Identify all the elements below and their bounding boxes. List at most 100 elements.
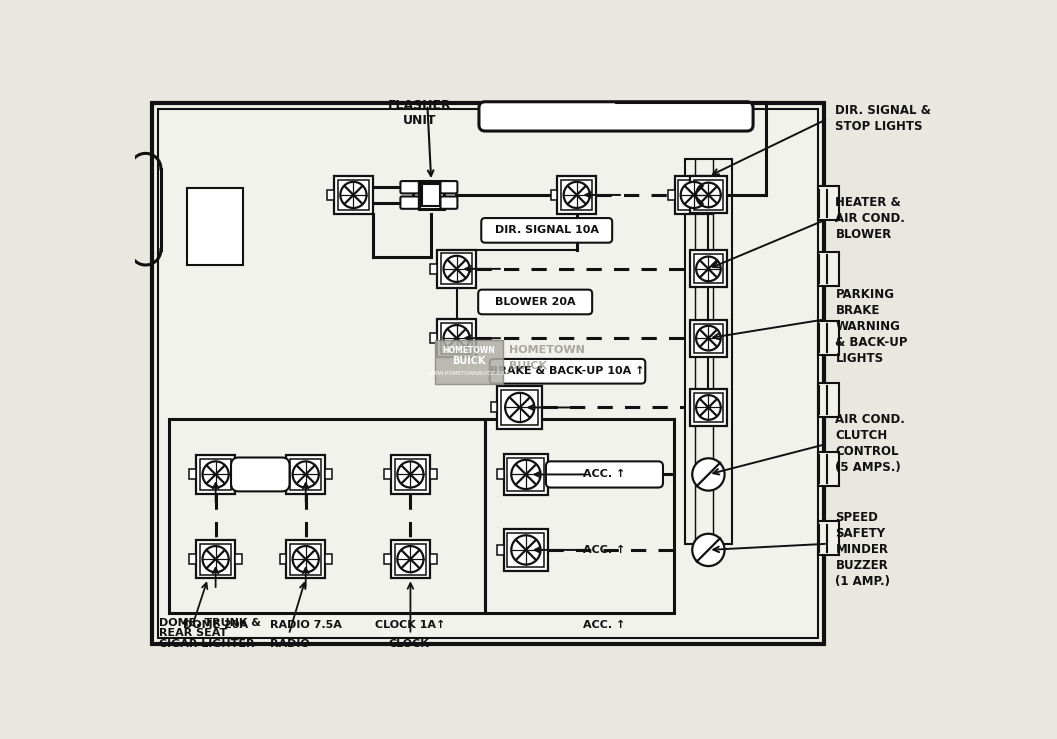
Circle shape bbox=[293, 546, 319, 572]
Bar bbox=[200, 544, 231, 574]
Bar bbox=[324, 554, 332, 564]
Bar bbox=[395, 544, 426, 574]
Bar bbox=[818, 186, 839, 220]
Bar bbox=[693, 180, 723, 210]
Text: BUICK: BUICK bbox=[452, 356, 486, 367]
Bar bbox=[438, 250, 476, 288]
FancyBboxPatch shape bbox=[441, 181, 458, 194]
Bar bbox=[197, 455, 235, 494]
Bar bbox=[419, 181, 444, 209]
Circle shape bbox=[397, 546, 424, 572]
Bar bbox=[385, 469, 391, 480]
Circle shape bbox=[697, 326, 721, 350]
Circle shape bbox=[203, 546, 228, 572]
Bar bbox=[334, 176, 373, 214]
Text: RADIO 7.5A: RADIO 7.5A bbox=[270, 620, 341, 630]
FancyBboxPatch shape bbox=[441, 197, 458, 209]
Bar bbox=[189, 469, 197, 480]
Text: ACC. ↑: ACC. ↑ bbox=[583, 620, 626, 630]
FancyBboxPatch shape bbox=[401, 181, 419, 194]
Bar bbox=[385, 554, 391, 564]
Bar bbox=[490, 403, 498, 412]
Bar bbox=[169, 419, 485, 613]
Circle shape bbox=[293, 461, 319, 488]
Bar bbox=[690, 320, 727, 357]
Bar bbox=[551, 190, 557, 200]
Bar bbox=[279, 469, 286, 480]
Bar bbox=[338, 180, 369, 211]
Bar bbox=[507, 533, 544, 567]
Text: DOME 20A: DOME 20A bbox=[183, 620, 248, 630]
Text: CLOCK: CLOCK bbox=[389, 639, 429, 650]
Circle shape bbox=[505, 393, 535, 422]
Bar bbox=[430, 554, 437, 564]
FancyBboxPatch shape bbox=[546, 461, 663, 488]
FancyBboxPatch shape bbox=[489, 359, 645, 384]
Bar bbox=[501, 389, 538, 425]
Bar bbox=[818, 383, 839, 417]
Text: RADIO: RADIO bbox=[270, 639, 310, 650]
Bar bbox=[235, 554, 242, 564]
Circle shape bbox=[203, 461, 228, 488]
Circle shape bbox=[444, 325, 469, 351]
Bar bbox=[485, 419, 673, 613]
Bar bbox=[561, 180, 592, 211]
Bar bbox=[497, 545, 503, 555]
Bar bbox=[435, 340, 503, 384]
Text: CIGAR LIGHTER: CIGAR LIGHTER bbox=[160, 639, 255, 650]
Bar bbox=[286, 455, 324, 494]
Bar bbox=[286, 540, 324, 579]
Bar bbox=[200, 459, 231, 490]
Circle shape bbox=[697, 256, 721, 281]
FancyBboxPatch shape bbox=[478, 290, 592, 314]
Bar bbox=[430, 333, 438, 343]
FancyBboxPatch shape bbox=[401, 197, 419, 209]
Bar bbox=[235, 469, 242, 480]
Bar bbox=[674, 176, 713, 214]
Bar bbox=[690, 251, 727, 287]
FancyBboxPatch shape bbox=[479, 102, 753, 131]
Bar bbox=[391, 455, 430, 494]
Bar bbox=[187, 188, 242, 265]
Text: HOMETOWN: HOMETOWN bbox=[443, 346, 496, 355]
Bar bbox=[438, 319, 476, 358]
Circle shape bbox=[444, 256, 469, 282]
Bar bbox=[328, 190, 334, 200]
Bar bbox=[685, 159, 731, 544]
Bar bbox=[679, 180, 709, 211]
Bar bbox=[668, 190, 674, 200]
Circle shape bbox=[697, 183, 721, 207]
Bar bbox=[157, 109, 818, 638]
Text: CLOCK 1A↑: CLOCK 1A↑ bbox=[375, 620, 446, 630]
Bar bbox=[497, 469, 503, 480]
Bar bbox=[391, 540, 430, 579]
Bar bbox=[693, 324, 723, 353]
Circle shape bbox=[697, 395, 721, 420]
Text: FLASHER
UNIT: FLASHER UNIT bbox=[388, 99, 451, 126]
Bar bbox=[279, 554, 286, 564]
Bar bbox=[441, 253, 472, 285]
Bar bbox=[690, 177, 727, 214]
Circle shape bbox=[512, 535, 540, 565]
Text: SPEED
SAFETY
MINDER
BUZZER
(1 AMP.): SPEED SAFETY MINDER BUZZER (1 AMP.) bbox=[835, 511, 890, 588]
Text: DIR. SIGNAL &
STOP LIGHTS: DIR. SIGNAL & STOP LIGHTS bbox=[835, 104, 931, 133]
Bar bbox=[818, 522, 839, 555]
Bar bbox=[441, 323, 472, 353]
Text: BRAKE & BACK-UP 10A ↑: BRAKE & BACK-UP 10A ↑ bbox=[490, 367, 645, 376]
Text: HEATER &
AIR COND.
BLOWER: HEATER & AIR COND. BLOWER bbox=[835, 197, 906, 242]
Text: HOMETOWN: HOMETOWN bbox=[509, 345, 585, 355]
Text: BUICK: BUICK bbox=[509, 361, 546, 371]
Bar bbox=[430, 264, 438, 274]
Circle shape bbox=[692, 534, 725, 566]
Text: ACC. ↑: ACC. ↑ bbox=[583, 469, 626, 480]
Bar bbox=[693, 254, 723, 284]
Text: BLOWER 20A: BLOWER 20A bbox=[495, 297, 575, 307]
Bar bbox=[818, 252, 839, 286]
Bar bbox=[395, 459, 426, 490]
Bar bbox=[503, 454, 549, 495]
Text: DOME, TRUNK &: DOME, TRUNK & bbox=[160, 618, 261, 627]
Circle shape bbox=[512, 460, 540, 489]
Bar bbox=[430, 469, 437, 480]
Text: REAR SEAT: REAR SEAT bbox=[160, 628, 227, 638]
Circle shape bbox=[563, 182, 590, 208]
